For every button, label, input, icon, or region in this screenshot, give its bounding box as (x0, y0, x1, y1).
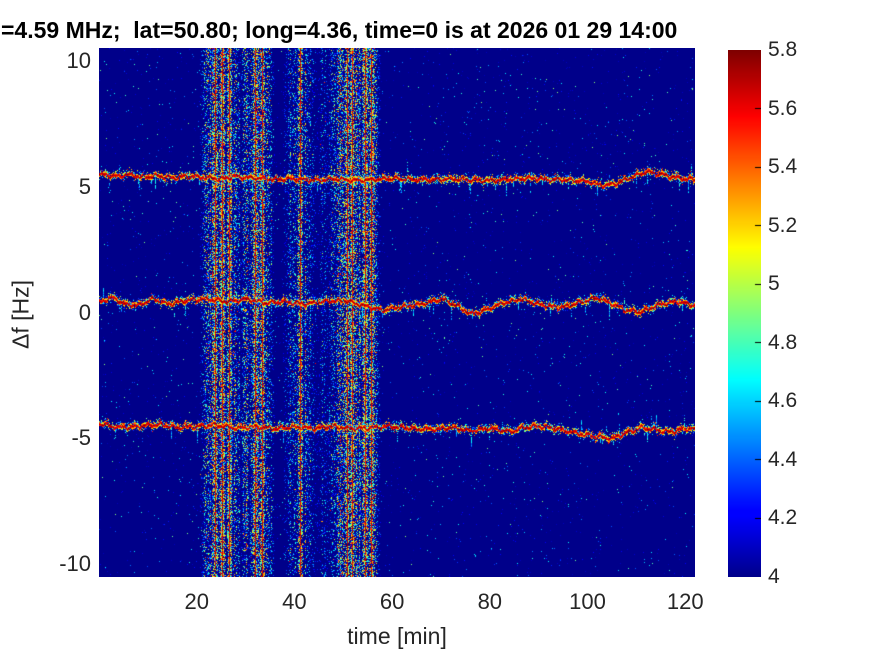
colorbar-tick-label: 5.6 (768, 96, 798, 120)
x-axis-label: time [min] (347, 623, 447, 649)
y-tick-label: 10 (66, 47, 91, 73)
colorbar-tick-label: 4.8 (768, 330, 798, 354)
colorbar-tick-label: 4.2 (768, 506, 798, 530)
x-tick-label: 60 (379, 589, 405, 614)
x-tick-label: 20 (184, 589, 209, 614)
x-tick-label: 120 (666, 589, 704, 614)
y-tick-label: -10 (59, 551, 91, 577)
y-tick-label: 0 (78, 299, 91, 325)
x-tick-label: 40 (282, 589, 307, 614)
colorbar-tick-label: 5.8 (768, 38, 798, 61)
colorbar-tick-label: 5.2 (768, 213, 798, 237)
colorbar-tick-label: 4.6 (768, 389, 798, 413)
colorbar-tick-label: 4 (768, 565, 780, 588)
y-tick-label: 5 (78, 173, 91, 199)
colorbar-tick-label: 4.4 (768, 447, 798, 471)
colorbar-tick-label: 5.4 (768, 155, 798, 179)
figure-title: =4.59 MHz; lat=50.80; long=4.36, time=0 … (1, 17, 678, 43)
x-tick-label: 80 (477, 589, 503, 614)
spectrogram-heatmap (99, 48, 695, 577)
colorbar-tick-label: 5 (768, 272, 780, 296)
colorbar (728, 50, 761, 577)
x-tick-label: 100 (569, 589, 606, 614)
y-tick-label: -5 (71, 425, 91, 451)
